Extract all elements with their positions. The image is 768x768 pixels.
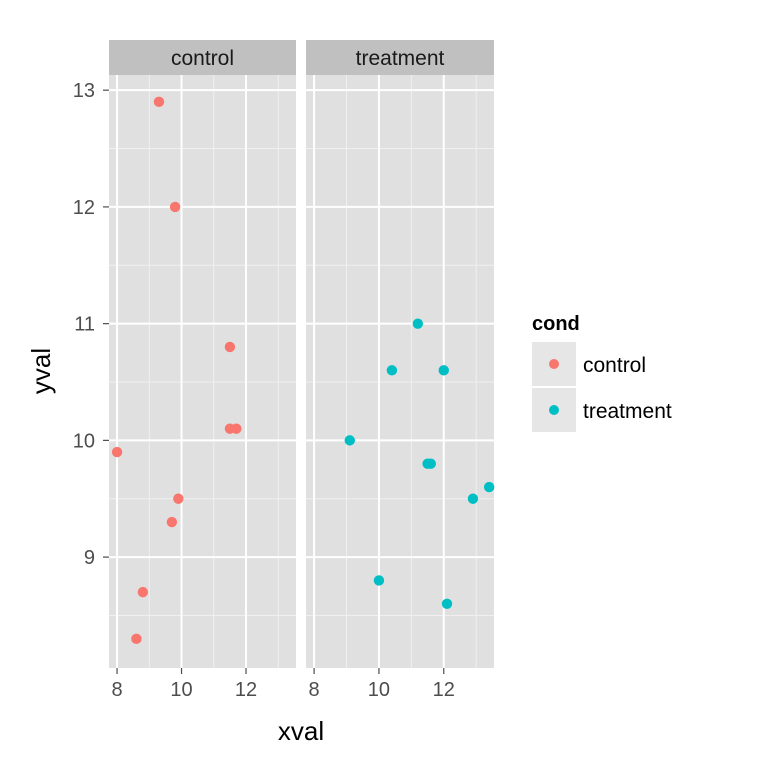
gridlines-control [109,75,296,668]
data-point-control [153,96,165,108]
x-axis-title: xval [278,716,324,746]
data-point-treatment [425,458,436,469]
x-axis: 8 10 12 8 10 12 [111,668,455,701]
legend-label-treatment: treatment [583,400,672,423]
legend-swatch-control [549,359,559,369]
legend-label-control: control [583,354,646,377]
data-point-treatment [386,365,398,376]
facet-panel-control: control [109,40,296,668]
y-tick-label: 9 [84,547,95,569]
x-tick-label: 12 [235,679,257,701]
gridlines-treatment [306,75,494,668]
y-tick-label: 11 [74,314,95,336]
data-point-treatment [438,365,449,376]
points-control [111,96,242,645]
strip-label-control: control [171,47,234,70]
data-point-control [224,341,236,353]
points-treatment [344,318,495,609]
x-tick-label: 12 [433,679,455,701]
y-tick-label: 12 [73,197,95,219]
y-axis: 9 10 11 12 13 [73,80,109,569]
data-point-treatment [467,493,479,504]
data-point-control [173,493,184,504]
data-point-control [169,201,181,213]
facet-panel-treatment: treatment [306,40,495,668]
y-axis-title: yval [26,348,56,394]
data-point-treatment [412,318,424,329]
panel-background-treatment [306,75,494,668]
strip-label-treatment: treatment [356,47,445,70]
y-tick-label: 10 [73,430,95,452]
legend-title: cond [532,313,580,335]
strip-background-control [109,40,296,75]
data-point-treatment [483,481,495,493]
legend-swatch-treatment [549,405,559,415]
y-tick-label: 13 [73,80,95,102]
data-point-control [111,446,123,458]
data-point-treatment [344,435,355,446]
panel-background-control [109,75,296,668]
data-point-control [231,423,242,434]
data-point-treatment [441,598,453,609]
data-point-control [137,586,149,598]
data-point-treatment [373,575,385,586]
legend: cond control treatment [532,313,672,432]
x-tick-label: 10 [368,679,390,701]
data-point-control [131,633,142,645]
x-tick-label: 8 [309,679,320,701]
x-tick-label: 10 [170,679,192,701]
x-tick-label: 8 [111,679,122,701]
strip-background-treatment [306,40,494,75]
data-point-control [166,516,178,528]
